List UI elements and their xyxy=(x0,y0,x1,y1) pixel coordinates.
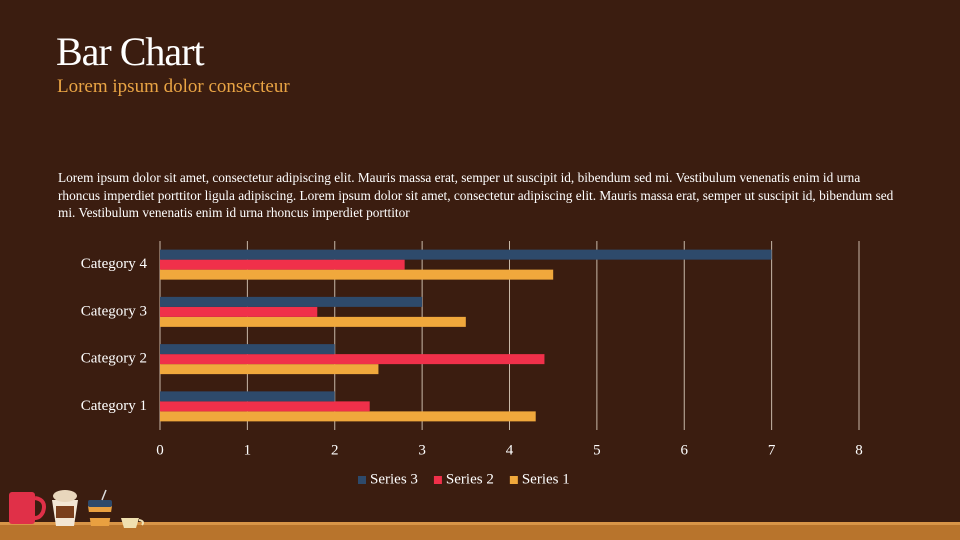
bar xyxy=(160,306,318,317)
y-tick-label: Category 2 xyxy=(81,351,147,367)
bar xyxy=(160,249,772,260)
legend-label: Series 3 xyxy=(370,471,418,487)
bar xyxy=(160,364,379,375)
legend-label: Series 1 xyxy=(522,471,570,487)
x-tick-label: 1 xyxy=(244,442,252,458)
bar xyxy=(160,344,335,355)
bar xyxy=(160,316,466,327)
legend-swatch xyxy=(433,476,442,484)
x-tick-label: 5 xyxy=(593,442,601,458)
bar xyxy=(160,269,554,280)
decoration xyxy=(0,489,960,540)
y-tick-label: Category 4 xyxy=(81,256,148,272)
bar xyxy=(160,411,536,422)
bar xyxy=(160,259,405,270)
x-tick-label: 8 xyxy=(855,442,863,458)
y-tick-label: Category 3 xyxy=(81,303,147,319)
legend-swatch xyxy=(509,476,518,484)
bar xyxy=(160,354,545,365)
x-tick-label: 7 xyxy=(768,442,776,458)
y-tick-label: Category 1 xyxy=(81,398,147,414)
legend-label: Series 2 xyxy=(446,471,494,487)
x-tick-label: 4 xyxy=(506,442,514,458)
slide-subtitle: Lorem ipsum dolor consecteur xyxy=(57,76,290,97)
slide-title: Bar Chart xyxy=(56,29,205,74)
bar xyxy=(160,296,423,307)
x-tick-label: 0 xyxy=(156,442,164,458)
bar xyxy=(160,401,370,412)
x-tick-label: 6 xyxy=(681,442,689,458)
x-tick-label: 3 xyxy=(418,442,426,458)
x-tick-label: 2 xyxy=(331,442,339,458)
body-text: Lorem ipsum dolor sit amet, consectetur … xyxy=(58,170,894,220)
bar xyxy=(160,391,335,402)
legend-swatch xyxy=(358,476,366,484)
